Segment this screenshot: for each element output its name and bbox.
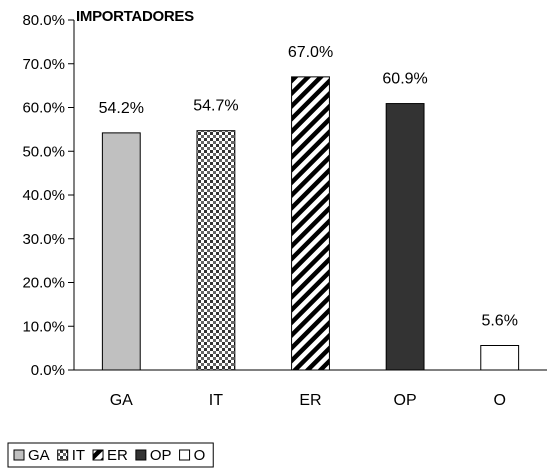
x-axis: GA IT ER OP O <box>74 369 547 409</box>
legend-label: OP <box>150 447 172 464</box>
legend-swatch-op <box>135 449 147 461</box>
bars <box>101 76 520 371</box>
legend: GA IT ER OP O <box>7 442 214 468</box>
data-label: 54.2% <box>99 100 144 117</box>
data-label: 60.9% <box>382 71 427 88</box>
bar-ga <box>101 132 141 371</box>
y-tick-label: 60.0% <box>22 100 65 117</box>
legend-label: O <box>194 447 206 464</box>
value-labels: 54.2% 54.7% 67.0% 60.9% 5.6% <box>99 44 518 330</box>
legend-label: GA <box>28 447 50 464</box>
legend-swatch-o <box>179 449 191 461</box>
x-tick-label: IT <box>209 392 223 409</box>
y-tick-label: 30.0% <box>22 231 65 248</box>
x-tick-label: OP <box>394 392 417 409</box>
y-tick-label: 40.0% <box>22 187 65 204</box>
bar-er <box>291 76 330 371</box>
y-tick-label: 0.0% <box>31 362 65 379</box>
y-tick-label: 50.0% <box>22 143 65 160</box>
legend-swatch-er <box>92 449 104 461</box>
y-tick-label: 80.0% <box>22 12 65 29</box>
bar-it <box>196 130 236 371</box>
legend-swatch-it <box>57 449 69 461</box>
y-tick-label: 70.0% <box>22 56 65 73</box>
bar-op <box>385 103 425 371</box>
legend-box <box>7 442 214 468</box>
bar-o <box>480 345 520 371</box>
legend-label: IT <box>72 447 85 464</box>
x-tick-label: O <box>493 392 505 409</box>
x-tick-label: ER <box>299 392 321 409</box>
legend-swatch-ga <box>13 449 25 461</box>
y-axis: 0.0% 10.0% 20.0% 30.0% 40.0% 50.0% 60.0% 70.0% 8… <box>22 12 75 379</box>
legend-label: ER <box>107 447 128 464</box>
y-tick-label: 10.0% <box>22 318 65 335</box>
data-label: 54.7% <box>193 98 238 115</box>
y-tick-label: 20.0% <box>22 275 65 292</box>
chart-title: IMPORTADORES <box>76 8 194 25</box>
data-label: 5.6% <box>481 313 517 330</box>
data-label: 67.0% <box>288 44 333 61</box>
x-tick-label: GA <box>110 392 133 409</box>
